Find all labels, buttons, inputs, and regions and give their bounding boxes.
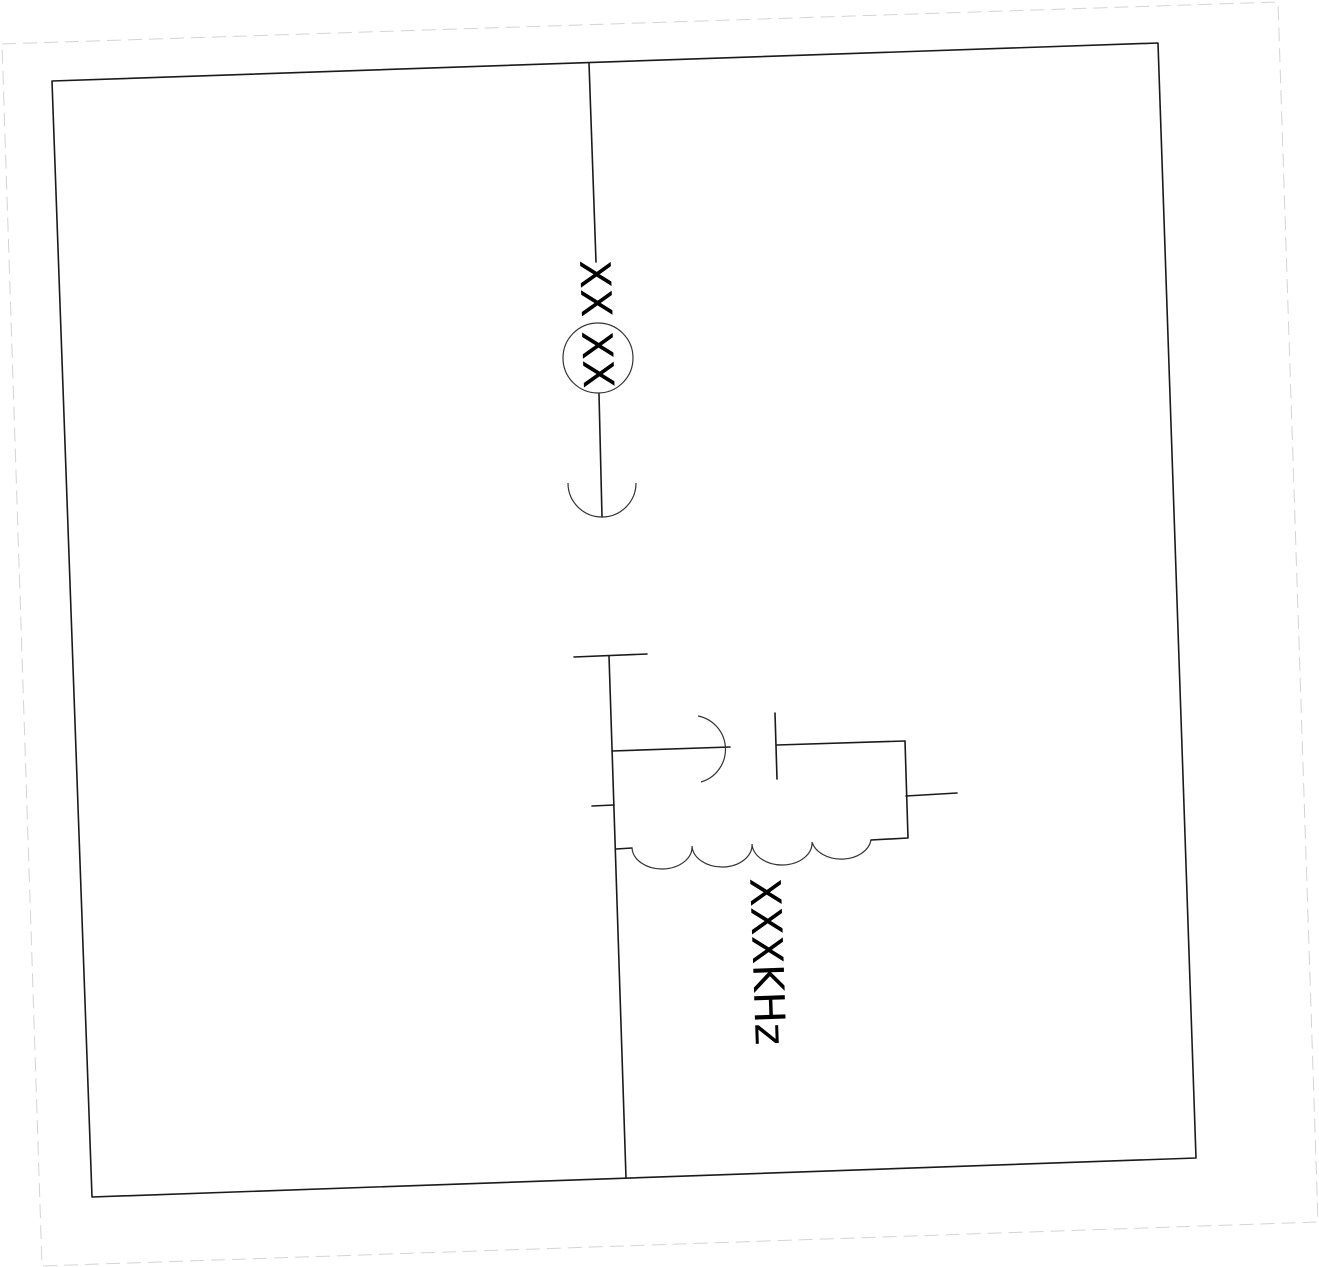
- inductor-coil: [631, 839, 872, 870]
- branch-top-bar: [573, 653, 648, 658]
- station-id-label-top: XX: [570, 259, 621, 318]
- circuit-outer-loop: [51, 42, 1197, 1198]
- meter-symbol: [562, 322, 634, 394]
- inductor-lead-left: [615, 847, 633, 850]
- output-stub: [905, 792, 958, 797]
- capacitor-lead-right: [776, 740, 906, 746]
- ground-stub: [591, 804, 615, 807]
- meter-lead-wire: [598, 393, 603, 518]
- branch-vertical-wire: [608, 655, 627, 1179]
- tuned-circuit-right-side: [870, 740, 909, 841]
- capacitor-flat-plate: [774, 712, 778, 780]
- frequency-label: XXXKHz: [740, 877, 795, 1046]
- feed-wire-top: [588, 62, 597, 263]
- socket-contact-symbol: [567, 482, 637, 518]
- station-id-label-circle: XX: [572, 330, 623, 389]
- capacitor-curved-plate: [697, 715, 727, 783]
- capacitor-lead-left: [611, 746, 731, 752]
